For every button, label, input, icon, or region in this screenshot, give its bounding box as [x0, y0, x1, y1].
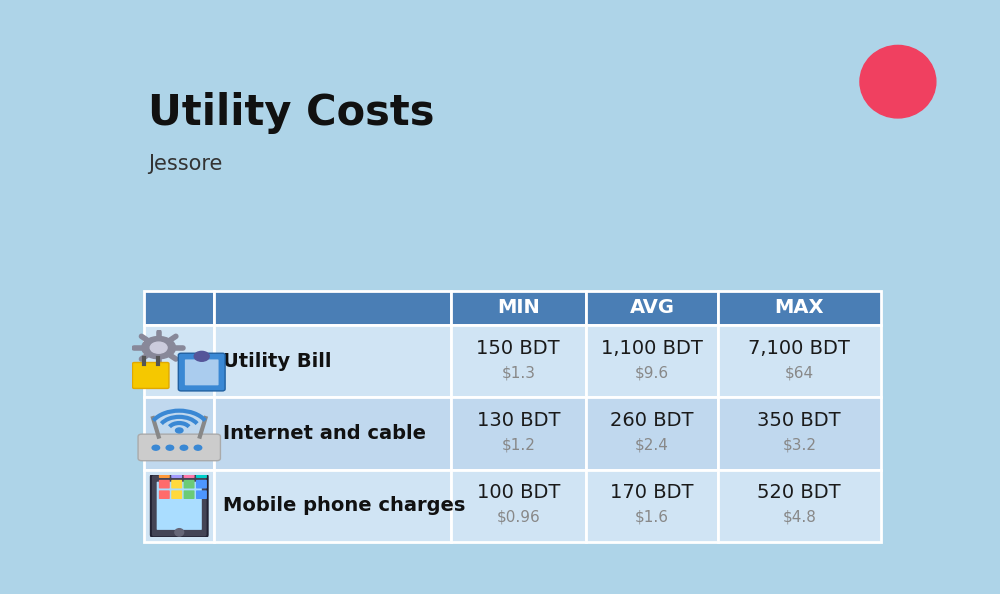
- Text: $9.6: $9.6: [635, 365, 669, 380]
- FancyBboxPatch shape: [450, 291, 586, 325]
- Text: $1.6: $1.6: [635, 510, 669, 525]
- FancyBboxPatch shape: [450, 470, 586, 542]
- Circle shape: [166, 446, 174, 450]
- FancyBboxPatch shape: [138, 434, 220, 461]
- Text: 350 BDT: 350 BDT: [757, 411, 841, 430]
- FancyBboxPatch shape: [144, 470, 214, 542]
- FancyBboxPatch shape: [214, 470, 450, 542]
- Text: 260 BDT: 260 BDT: [610, 411, 694, 430]
- FancyBboxPatch shape: [144, 397, 214, 470]
- Text: $4.8: $4.8: [782, 510, 816, 525]
- FancyBboxPatch shape: [151, 474, 208, 538]
- FancyBboxPatch shape: [196, 469, 207, 478]
- FancyBboxPatch shape: [184, 480, 195, 488]
- Circle shape: [175, 529, 184, 536]
- FancyBboxPatch shape: [159, 469, 170, 478]
- Text: 520 BDT: 520 BDT: [757, 484, 841, 503]
- Text: MIN: MIN: [497, 298, 540, 317]
- Text: 100 BDT: 100 BDT: [477, 484, 560, 503]
- Text: Mobile phone charges: Mobile phone charges: [223, 497, 466, 515]
- Circle shape: [152, 446, 160, 450]
- FancyBboxPatch shape: [718, 470, 881, 542]
- FancyBboxPatch shape: [196, 491, 207, 499]
- FancyBboxPatch shape: [184, 491, 195, 499]
- FancyBboxPatch shape: [450, 397, 586, 470]
- FancyBboxPatch shape: [450, 325, 586, 397]
- Text: Utility Bill: Utility Bill: [223, 352, 332, 371]
- Text: AVG: AVG: [630, 298, 674, 317]
- Text: $3.2: $3.2: [782, 437, 816, 453]
- FancyBboxPatch shape: [178, 353, 225, 391]
- Text: Jessore: Jessore: [148, 154, 223, 173]
- Text: 130 BDT: 130 BDT: [477, 411, 560, 430]
- FancyBboxPatch shape: [185, 359, 219, 386]
- Circle shape: [142, 337, 176, 359]
- FancyBboxPatch shape: [214, 397, 450, 470]
- FancyBboxPatch shape: [586, 470, 718, 542]
- FancyBboxPatch shape: [159, 480, 170, 488]
- Text: $1.2: $1.2: [501, 437, 535, 453]
- Text: 150 BDT: 150 BDT: [477, 339, 560, 358]
- Text: $64: $64: [785, 365, 814, 380]
- Text: $1.3: $1.3: [501, 365, 535, 380]
- Circle shape: [150, 342, 167, 353]
- FancyBboxPatch shape: [718, 325, 881, 397]
- Text: $2.4: $2.4: [635, 437, 669, 453]
- FancyBboxPatch shape: [171, 469, 182, 478]
- Text: Internet and cable: Internet and cable: [223, 424, 426, 443]
- FancyBboxPatch shape: [159, 491, 170, 499]
- Text: Utility Costs: Utility Costs: [148, 92, 435, 134]
- Text: 7,100 BDT: 7,100 BDT: [748, 339, 850, 358]
- FancyBboxPatch shape: [586, 291, 718, 325]
- FancyBboxPatch shape: [184, 469, 195, 478]
- FancyBboxPatch shape: [214, 291, 450, 325]
- Circle shape: [176, 428, 183, 433]
- FancyBboxPatch shape: [196, 480, 207, 488]
- FancyBboxPatch shape: [144, 325, 214, 397]
- FancyBboxPatch shape: [586, 397, 718, 470]
- Circle shape: [194, 352, 209, 361]
- Text: MAX: MAX: [774, 298, 824, 317]
- FancyBboxPatch shape: [157, 482, 202, 530]
- Circle shape: [860, 45, 936, 118]
- FancyBboxPatch shape: [171, 480, 182, 488]
- Text: 1,100 BDT: 1,100 BDT: [601, 339, 703, 358]
- Circle shape: [194, 446, 202, 450]
- Text: 170 BDT: 170 BDT: [610, 484, 694, 503]
- Text: $0.96: $0.96: [496, 510, 540, 525]
- FancyBboxPatch shape: [132, 362, 169, 388]
- FancyBboxPatch shape: [586, 325, 718, 397]
- Circle shape: [180, 446, 188, 450]
- FancyBboxPatch shape: [718, 291, 881, 325]
- FancyBboxPatch shape: [144, 291, 214, 325]
- FancyBboxPatch shape: [171, 491, 182, 499]
- FancyBboxPatch shape: [214, 325, 450, 397]
- FancyBboxPatch shape: [718, 397, 881, 470]
